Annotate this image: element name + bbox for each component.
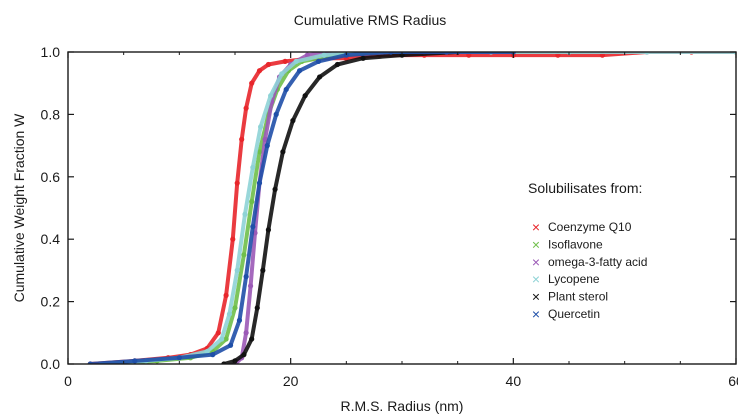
data-point: [283, 86, 289, 93]
x-tick-label: 20: [283, 373, 299, 389]
series-trace: [88, 52, 516, 364]
data-point: [210, 352, 216, 358]
data-point: [272, 186, 278, 192]
data-point: [236, 317, 243, 323]
data-point: [268, 93, 274, 99]
data-point: [256, 180, 263, 186]
y-tick-label: 0.0: [41, 356, 61, 372]
data-point: [239, 136, 245, 142]
series-plant-sterol: [221, 52, 461, 364]
data-point: [304, 52, 310, 58]
legend-marker: ×: [532, 271, 540, 287]
data-point: [132, 358, 138, 364]
x-tick-label: 60: [728, 373, 738, 389]
chart-title: Cumulative RMS Radius: [294, 12, 447, 28]
data-point: [254, 305, 260, 311]
x-tick-label: 0: [64, 373, 72, 389]
data-point: [230, 236, 236, 242]
data-point: [204, 348, 210, 355]
data-point: [264, 143, 270, 149]
data-point: [226, 311, 233, 317]
legend-marker: ×: [532, 254, 540, 270]
data-point: [234, 180, 240, 186]
data-point: [241, 252, 247, 258]
legend-marker: ×: [532, 306, 540, 322]
data-point: [242, 211, 248, 217]
data-point: [282, 58, 288, 64]
data-point: [227, 342, 234, 348]
data-point: [223, 336, 229, 342]
data-point: [321, 52, 327, 58]
data-point: [265, 61, 271, 68]
data-point: [232, 358, 238, 364]
data-point: [293, 58, 299, 64]
legend-marker: ×: [532, 236, 540, 252]
data-point: [262, 136, 268, 142]
data-point: [273, 111, 279, 117]
legend-label: Isoflavone: [548, 237, 603, 251]
data-point: [315, 58, 322, 64]
data-point: [265, 227, 271, 233]
y-tick-label: 0.2: [41, 294, 61, 310]
data-point: [279, 71, 285, 77]
data-point: [290, 118, 296, 124]
data-point: [215, 330, 221, 336]
data-point: [280, 149, 286, 155]
data-point: [249, 80, 255, 86]
y-tick-label: 0.8: [41, 106, 61, 122]
series-lycopene: [98, 52, 736, 364]
legend-label: Lycopene: [548, 272, 600, 286]
y-tick-label: 0.6: [41, 169, 61, 185]
data-point: [317, 74, 323, 80]
y-tick-label: 0.4: [41, 231, 61, 247]
series-trace: [88, 52, 736, 364]
data-point: [256, 68, 263, 74]
data-point: [258, 124, 264, 130]
series-trace: [221, 52, 460, 364]
legend-label: Coenzyme Q10: [548, 220, 632, 234]
data-point: [243, 274, 249, 280]
y-tick-label: 1.0: [41, 44, 61, 60]
data-point: [223, 292, 229, 298]
series-coenzyme-q10: [87, 52, 736, 364]
data-point: [176, 355, 182, 361]
legend-title: Solubilisates from:: [528, 180, 642, 196]
data-point: [234, 267, 240, 273]
legend-marker: ×: [532, 289, 540, 305]
legend-label: Plant sterol: [548, 290, 608, 304]
plot-frame: [67, 51, 737, 365]
data-point: [219, 336, 225, 342]
data-point: [250, 164, 256, 171]
x-axis-label: R.M.S. Radius (nm): [341, 398, 464, 414]
data-point: [249, 199, 255, 205]
legend-marker: ×: [532, 219, 540, 235]
data-point: [241, 352, 247, 358]
legend-label: omega-3-fatty acid: [548, 255, 647, 269]
data-point: [247, 283, 254, 289]
data-point: [343, 52, 349, 58]
legend-label: Quercetin: [548, 307, 600, 321]
data-point: [232, 305, 238, 311]
data-point: [302, 93, 308, 99]
x-tick-label: 40: [506, 373, 522, 389]
data-point: [243, 330, 249, 336]
data-point: [250, 224, 256, 230]
data-point: [334, 61, 341, 68]
data-point: [243, 105, 249, 111]
legend: Solubilisates from: × Coenzyme Q10 × Isofla…: [528, 180, 647, 322]
data-point: [296, 68, 303, 74]
data-point: [256, 149, 263, 155]
series-quercetin: [87, 52, 516, 364]
y-axis-label: Cumulative Weight Fraction W: [11, 113, 27, 303]
data-point: [260, 267, 266, 273]
data-point: [360, 55, 366, 61]
series-trace: [99, 52, 736, 364]
data-point: [249, 336, 255, 342]
